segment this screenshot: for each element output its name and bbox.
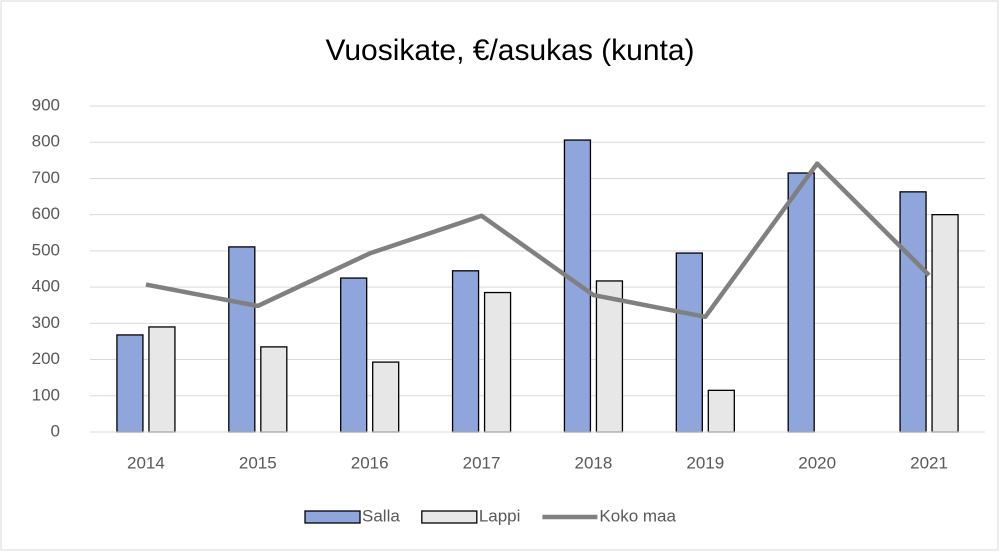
y-tick-label: 900	[32, 95, 60, 114]
x-tick-label: 2018	[575, 453, 613, 472]
bar	[931, 214, 959, 433]
y-tick-label: 200	[32, 349, 60, 368]
bar	[228, 246, 256, 433]
bar	[148, 326, 176, 433]
legend-swatch	[421, 510, 478, 524]
x-tick-label: 2015	[239, 453, 277, 472]
bar	[707, 389, 735, 433]
bar	[595, 280, 624, 433]
x-tick-label: 2021	[910, 453, 948, 472]
bar	[899, 191, 927, 433]
x-tick-label: 2016	[351, 453, 389, 472]
bar	[340, 277, 368, 433]
y-tick-label: 800	[32, 132, 60, 151]
bar	[260, 346, 288, 433]
y-tick-label: 400	[32, 277, 60, 296]
legend-label: Koko maa	[599, 506, 676, 525]
line	[145, 161, 931, 320]
bar	[787, 172, 815, 433]
x-tick-label: 2019	[686, 453, 724, 472]
bar	[116, 334, 144, 433]
y-tick-label: 700	[32, 168, 60, 187]
y-tick-label: 600	[32, 204, 60, 223]
y-tick-label: 0	[51, 421, 60, 440]
bar	[483, 291, 512, 433]
chart-title: Vuosikate, €/asukas (kunta)	[325, 34, 694, 67]
y-tick-label: 100	[32, 385, 60, 404]
legend-label: Lappi	[479, 506, 521, 525]
bar	[675, 252, 703, 433]
y-tick-label: 500	[32, 240, 60, 259]
x-tick-label: 2017	[463, 453, 501, 472]
bar	[451, 270, 480, 433]
x-tick-label: 2020	[798, 453, 836, 472]
bar	[372, 361, 400, 433]
x-tick-label: 2014	[127, 453, 165, 472]
y-tick-label: 300	[32, 313, 60, 332]
legend-swatch	[304, 510, 361, 524]
legend-label: Salla	[362, 506, 400, 525]
